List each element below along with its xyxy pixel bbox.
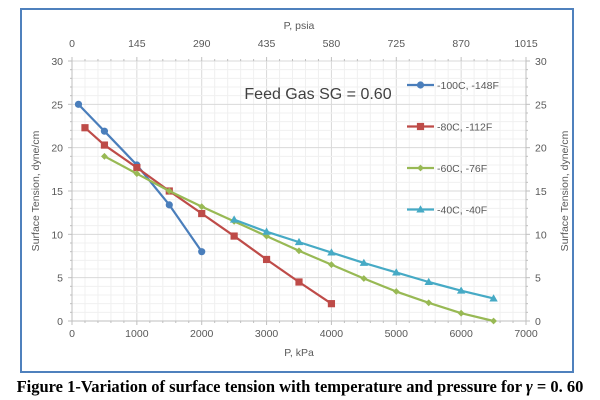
figure-caption: Figure 1-Variation of surface tension wi…: [0, 377, 600, 397]
data-point: [133, 164, 141, 172]
x2-tick-label: 725: [388, 38, 406, 50]
data-point: [100, 141, 109, 149]
data-point: [490, 317, 497, 325]
data-point: [74, 100, 83, 108]
series-3: [101, 152, 497, 325]
data-point: [457, 309, 465, 317]
data-point: [392, 268, 401, 276]
x-tick-label: 5000: [385, 328, 409, 340]
data-point: [456, 286, 466, 294]
data-point: [392, 288, 400, 295]
x-tick-label: 3000: [255, 328, 279, 340]
data-point: [229, 215, 239, 223]
data-point: [294, 237, 304, 246]
chart-frame: [20, 8, 574, 373]
y-tick-label: 10: [51, 229, 63, 241]
legend-label: -60C, -76F: [437, 163, 487, 175]
x-tick-label: 7000: [514, 328, 538, 340]
data-point: [262, 255, 271, 264]
legend-marker: [417, 164, 424, 172]
data-point: [295, 278, 303, 286]
legend-marker: [416, 205, 425, 213]
x2-axis-label: P, psia: [284, 20, 315, 32]
legend-label: -100C, -148F: [437, 80, 499, 92]
x2-tick-label: 145: [128, 38, 146, 50]
y-tick-label: 25: [51, 99, 63, 111]
series-4: [229, 215, 498, 302]
y2-tick-label: 10: [535, 229, 547, 241]
caption-symbol: γ: [525, 377, 533, 396]
x2-tick-label: 1015: [514, 38, 538, 50]
data-point: [327, 300, 336, 308]
chart-title: Feed Gas SG = 0.60: [244, 86, 391, 103]
data-point: [359, 258, 369, 266]
data-point: [360, 275, 368, 282]
data-point: [101, 152, 108, 160]
series-1: [74, 100, 206, 256]
legend-label: -80C, -112F: [437, 122, 492, 134]
y2-tick-label: 30: [535, 56, 547, 68]
y-tick-label: 5: [57, 273, 63, 285]
x-axis-label: P, kPa: [284, 347, 314, 359]
data-point: [198, 248, 206, 256]
legend-marker: [416, 122, 425, 131]
data-point: [328, 261, 335, 269]
legend: -100C, -148F -80C, -112F -60C, -76F -40C, -…: [407, 80, 499, 217]
x-tick-label: 1000: [125, 328, 149, 340]
series-group: [74, 100, 498, 325]
caption-suffix: = 0. 60: [532, 377, 584, 396]
data-point: [424, 277, 433, 285]
x-tick-label: 4000: [320, 328, 344, 340]
y-tick-label: 0: [57, 316, 63, 328]
legend-marker: [416, 81, 425, 89]
y2-tick-label: 20: [535, 143, 547, 155]
y2-axis-label: Surface Tension, dyne/cm: [559, 130, 571, 251]
caption-prefix: Figure 1-Variation of surface tension wi…: [16, 377, 526, 396]
x2-tick-label: 580: [323, 38, 341, 50]
legend-label: -40C, -40F: [437, 205, 487, 217]
legend-item: -80C, -112F: [407, 122, 492, 134]
y2-tick-label: 0: [535, 316, 541, 328]
data-point: [198, 209, 206, 218]
y-tick-label: 30: [51, 56, 63, 68]
x-tick-label: 6000: [449, 328, 473, 340]
y-tick-label: 15: [51, 186, 63, 198]
data-point: [262, 227, 271, 235]
legend-item: -40C, -40F: [407, 205, 487, 217]
data-point: [489, 294, 498, 302]
legend-item: -100C, -148F: [407, 80, 499, 92]
data-point: [165, 187, 173, 195]
x2-tick-label: 290: [193, 38, 211, 50]
data-point: [230, 232, 238, 240]
data-point: [198, 203, 206, 210]
x-tick-label: 0: [69, 328, 75, 340]
y2-tick-label: 15: [535, 186, 547, 198]
data-point: [295, 247, 303, 255]
x2-tick-label: 0: [69, 38, 75, 50]
series-2: [81, 124, 336, 308]
legend-item: -60C, -76F: [407, 163, 487, 175]
y2-tick-label: 25: [535, 99, 547, 111]
data-point: [327, 248, 336, 256]
series-line: [77, 103, 203, 253]
y2-tick-label: 5: [535, 273, 541, 285]
data-point: [100, 127, 109, 135]
y-axis-label: Surface Tension, dyne/cm: [30, 130, 42, 251]
data-point: [165, 201, 173, 209]
y-tick-label: 20: [51, 143, 63, 155]
x-tick-label: 2000: [190, 328, 214, 340]
data-point: [133, 170, 141, 178]
x2-tick-label: 435: [258, 38, 276, 50]
x2-tick-label: 870: [452, 38, 470, 50]
data-point: [81, 124, 89, 132]
data-point: [425, 299, 433, 307]
